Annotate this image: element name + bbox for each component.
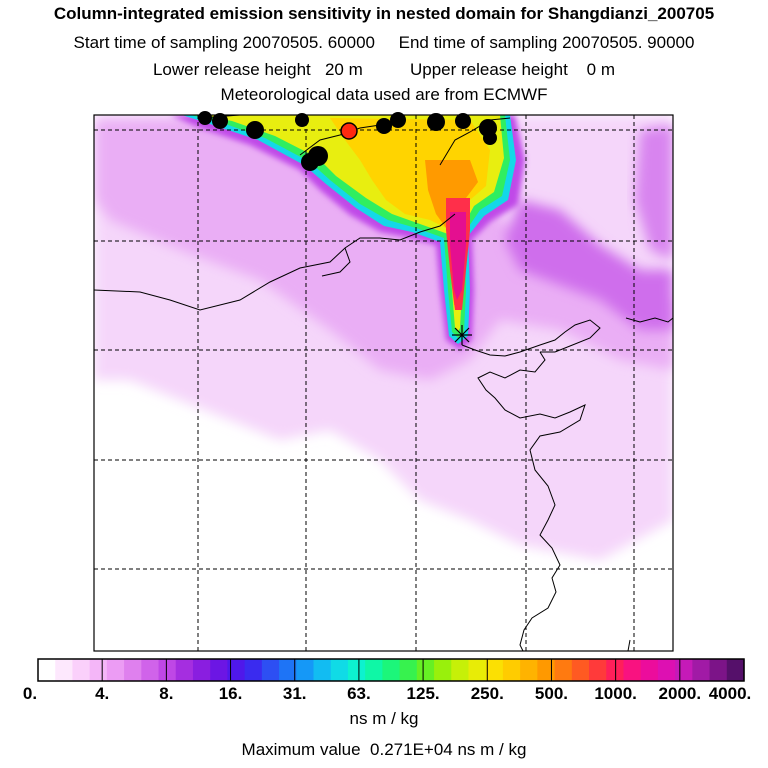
map-title: Column-integrated emission sensitivity i… [53, 4, 715, 23]
colorbar-units: ns m / kg [349, 709, 419, 728]
colorbar-swatch [520, 659, 538, 681]
colorbar-swatch [657, 659, 676, 681]
colorbar-swatch [554, 659, 573, 681]
colorbar-label: 4000. [708, 684, 752, 703]
colorbar-label: 63. [347, 684, 371, 703]
colorbar-border [37, 658, 745, 682]
colorbar-label: 2000. [658, 684, 702, 703]
higher-sensitivity-band [505, 200, 673, 330]
medium-sensitivity-area [96, 118, 673, 380]
colorbar-swatch [106, 659, 125, 681]
colorbar-swatch [365, 659, 383, 681]
colorbar-label: 0. [22, 684, 38, 703]
colorbar-swatch [571, 659, 590, 681]
colorbar-swatch [537, 659, 556, 681]
colorbar-swatch [434, 659, 452, 681]
release-height-line: Lower release height 20 m Upper release … [152, 60, 616, 79]
colorbar-label: 16. [218, 684, 243, 703]
colorbar-swatch [485, 659, 504, 681]
release-point [376, 118, 392, 134]
colorbar-swatch [38, 659, 56, 681]
release-point-highlight [340, 122, 358, 140]
release-point [483, 131, 497, 145]
colorbar-swatch [210, 659, 229, 681]
maximum-value-text: Maximum value 0.271E+04 ns m / kg [241, 740, 527, 759]
map-grid [94, 115, 673, 651]
release-point [295, 113, 309, 127]
colorbar-label: 500. [534, 684, 568, 703]
colorbar-swatch [141, 659, 160, 681]
colorbar [37, 658, 745, 682]
colorbar-swatch [451, 659, 470, 681]
met-data-line: Meteorological data used are from ECMWF [220, 85, 548, 104]
colorbar-swatch [244, 659, 263, 681]
sensitivity-field [94, 115, 673, 560]
colorbar-swatch [89, 659, 108, 681]
colorbar-swatch [709, 659, 728, 681]
release-point [390, 112, 406, 128]
release-point [301, 153, 319, 171]
colorbar-swatch [55, 659, 74, 681]
colorbar-swatch [279, 659, 297, 681]
colorbar-swatch [675, 659, 693, 681]
release-point [246, 121, 264, 139]
right-purple-strip [635, 125, 673, 260]
colorbar-swatch [347, 659, 366, 681]
colorbar-label: 250. [470, 684, 504, 703]
colorbar-swatch [175, 659, 194, 681]
colorbar-label: 8. [159, 684, 174, 703]
colorbar-swatch [313, 659, 332, 681]
colorbar-swatch [382, 659, 401, 681]
colorbar-swatch [623, 659, 642, 681]
colorbar-swatch [726, 659, 745, 681]
release-point [212, 113, 228, 129]
release-point [198, 111, 212, 125]
colorbar-swatch [330, 659, 349, 681]
release-points [198, 111, 497, 171]
colorbar-swatch [468, 659, 487, 681]
colorbar-swatch [502, 659, 521, 681]
colorbar-label: 125. [406, 684, 440, 703]
colorbar-swatch [158, 659, 177, 681]
colorbar-swatch [399, 659, 418, 681]
colorbar-label: 31. [282, 684, 307, 703]
colorbar-swatch [124, 659, 142, 681]
colorbar-label: 4. [95, 684, 110, 703]
colorbar-label: 1000. [594, 684, 637, 703]
plume-core [450, 212, 466, 300]
sampling-time-line: Start time of sampling 20070505. 60000 E… [73, 33, 695, 52]
colorbar-swatch [296, 659, 315, 681]
release-point [455, 113, 471, 129]
colorbar-swatch [692, 659, 711, 681]
colorbar-swatch [416, 659, 435, 681]
map-frame [93, 114, 674, 652]
colorbar-swatch [589, 659, 607, 681]
coastlines [94, 115, 673, 651]
colorbar-swatch [261, 659, 280, 681]
colorbar-swatch [72, 659, 91, 681]
colorbar-swatch [640, 659, 659, 681]
receptor-star-icon [452, 325, 472, 345]
colorbar-swatch [227, 659, 246, 681]
release-point [427, 113, 445, 131]
colorbar-swatch [192, 659, 211, 681]
